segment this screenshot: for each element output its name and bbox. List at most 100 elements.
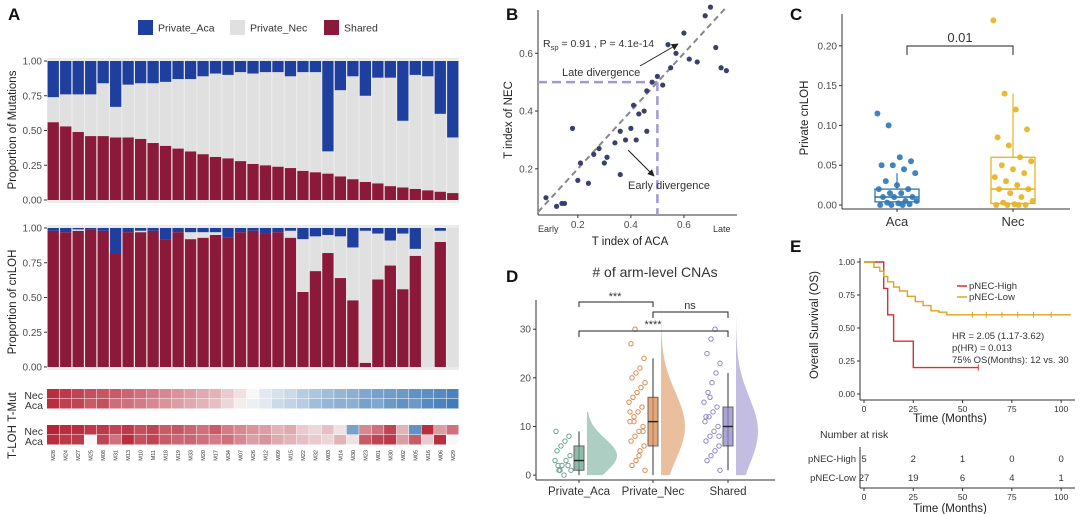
jitter-point (896, 154, 903, 161)
panel-d-sig-2: ns (684, 300, 696, 312)
sample-label: M32 (313, 450, 319, 461)
identity-line (537, 6, 728, 213)
jitter-point (565, 462, 571, 469)
bar-private-aca (197, 61, 209, 77)
bar-private-nec (384, 77, 396, 187)
y-tick-label: 0.6 (519, 49, 533, 60)
sample-label: M15 (288, 450, 294, 461)
heatmap-mut-row-aca: Aca (25, 400, 43, 412)
heatmap-mut-row-nec: Nec (24, 390, 43, 402)
jitter-point (1017, 154, 1023, 161)
bar-private-nec (434, 113, 446, 192)
heatmap-cell (171, 435, 184, 445)
heatmap-cell (121, 399, 134, 409)
bar-shared (347, 300, 359, 367)
scatter-point (702, 13, 708, 19)
scatter-point (660, 82, 666, 88)
heatmap-cell (184, 399, 197, 409)
bar-private-aca (309, 228, 322, 237)
bar-private-aca (110, 228, 122, 254)
heatmap-cell (359, 389, 372, 399)
jitter-point (1012, 106, 1019, 113)
jitter-point (1005, 142, 1012, 149)
panel-e-hr: HR = 2.05 (1.17-3.62) (952, 331, 1044, 342)
bar-shared (359, 181, 372, 200)
heatmap-cell (184, 425, 197, 435)
jitter-point (1025, 186, 1032, 193)
y-tick-label: 0.25 (838, 356, 855, 366)
heatmap-cell (234, 435, 247, 445)
x-tick-label: 75 (1007, 404, 1017, 414)
y-tick-label: 1.00 (838, 257, 855, 267)
jitter-point (708, 452, 714, 459)
jitter-point (894, 182, 900, 189)
bar-shared (259, 165, 272, 200)
bar-shared (334, 278, 347, 367)
bar-private-nec (60, 94, 72, 127)
heatmap-cell (346, 399, 359, 409)
y-tick-label: 1.00 (23, 57, 43, 68)
bar-private-nec (97, 83, 109, 137)
bar-shared (234, 232, 247, 367)
scatter-point (641, 108, 647, 114)
panel-e-xlabel: Time (Months) (913, 413, 987, 425)
heatmap-title-tmut: T-Mut (7, 392, 19, 422)
early-arrow (627, 149, 655, 177)
jitter-point (716, 433, 722, 439)
risk-cell: 0 (1058, 454, 1063, 465)
scatter-point (601, 160, 607, 166)
bar-shared (397, 289, 409, 367)
legend-label-shared: Shared (344, 23, 378, 35)
bar-shared (284, 168, 297, 200)
scatter-point (723, 68, 729, 74)
bar-private-nec (110, 106, 122, 138)
heatmap-cell (246, 425, 259, 435)
bar-shared (85, 136, 97, 200)
heatmap-cell (184, 435, 197, 445)
bar-private-aca (72, 228, 84, 230)
jitter-point (637, 365, 643, 371)
jitter-point (563, 457, 569, 464)
heatmap-cell (184, 389, 197, 399)
jitter-point (641, 355, 647, 362)
bar-private-aca (334, 228, 347, 237)
jitter-point (1010, 166, 1016, 173)
bar-shared (222, 158, 234, 200)
heatmap-cell (271, 389, 284, 399)
heatmap-cell (271, 435, 284, 445)
y-tick-label: 0.75 (23, 91, 43, 102)
heatmap-cell (359, 425, 372, 435)
heatmap-cell (121, 389, 134, 399)
panel-a-legend: Private_Aca Private_Nec Shared (138, 20, 378, 35)
heatmap-cell (146, 399, 159, 409)
heatmap-cell (359, 435, 372, 445)
heatmap-cell (259, 389, 272, 399)
jitter-point (1015, 202, 1022, 209)
bar-private-aca (47, 61, 59, 98)
jitter-point (642, 467, 648, 473)
heatmap-cell (146, 425, 159, 435)
significance-bracket (906, 45, 1014, 55)
jitter-point (702, 418, 708, 425)
jitter-point (1022, 202, 1029, 209)
jitter-point (711, 428, 717, 435)
bar-private-nec (85, 94, 97, 137)
risk-cell: 5 (861, 454, 866, 465)
bar-shared (309, 172, 322, 200)
sample-label: M20 (201, 450, 207, 461)
bar-private-nec (72, 94, 84, 132)
panel-label-d: D (506, 267, 518, 286)
heatmap-cell (221, 425, 234, 435)
bar-private-nec (309, 72, 322, 173)
jitter-point (899, 202, 906, 209)
bar-private-nec (334, 236, 347, 279)
risk-x-tick-label: 25 (909, 492, 919, 502)
panel-e-km: 1.00 0.75 0.50 0.25 0.00 0 25 50 75 100 (838, 257, 1075, 414)
bar-shared (159, 239, 172, 367)
panel-a-heatmaps: M28 M24 M27 M25 M08 M31 M13 M10 M11 M18 M19 M33 M20 M… (47, 389, 459, 461)
jitter-point (715, 423, 721, 430)
jitter-point (1028, 158, 1035, 165)
y-tick-label: 30 (520, 325, 532, 336)
jitter-point (717, 467, 723, 473)
